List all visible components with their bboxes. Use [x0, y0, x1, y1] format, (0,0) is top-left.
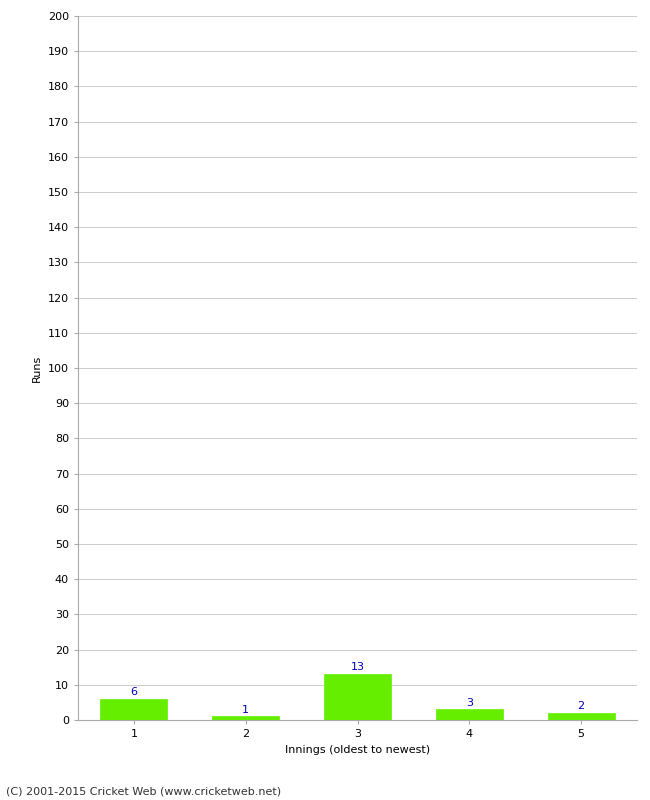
- Bar: [547, 713, 615, 720]
- X-axis label: Innings (oldest to newest): Innings (oldest to newest): [285, 745, 430, 754]
- Text: 1: 1: [242, 705, 249, 714]
- Bar: [436, 710, 503, 720]
- Bar: [212, 717, 280, 720]
- Text: 6: 6: [131, 687, 137, 697]
- Text: (C) 2001-2015 Cricket Web (www.cricketweb.net): (C) 2001-2015 Cricket Web (www.cricketwe…: [6, 786, 281, 796]
- Bar: [324, 674, 391, 720]
- Text: 13: 13: [350, 662, 365, 673]
- Text: 3: 3: [466, 698, 473, 708]
- Bar: [100, 699, 168, 720]
- Text: 2: 2: [578, 701, 584, 711]
- Y-axis label: Runs: Runs: [32, 354, 42, 382]
